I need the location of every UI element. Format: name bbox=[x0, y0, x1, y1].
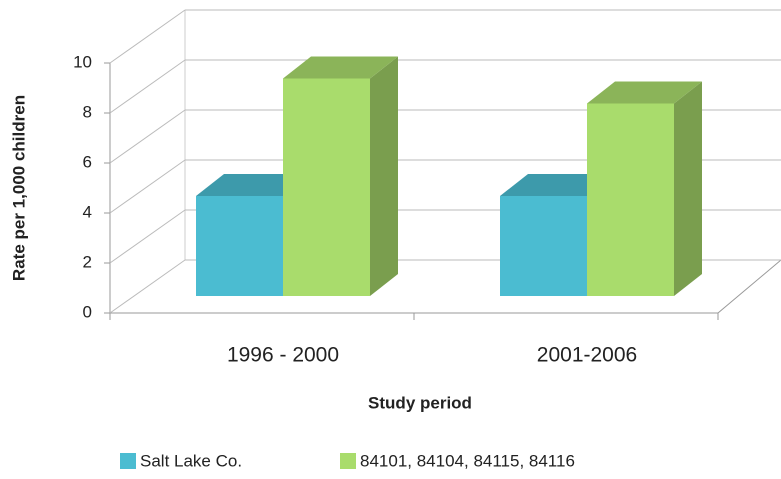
grid-line bbox=[109, 109, 186, 164]
floor-edge bbox=[717, 259, 781, 314]
legend-label: 84101, 84104, 84115, 84116 bbox=[360, 451, 575, 470]
grid-line bbox=[109, 259, 186, 314]
bar bbox=[283, 78, 370, 296]
y-tick-label: 8 bbox=[83, 102, 92, 121]
y-tick-label: 0 bbox=[83, 302, 92, 321]
legend-label: Salt Lake Co. bbox=[140, 451, 242, 470]
y-tick-label: 2 bbox=[83, 252, 92, 271]
x-axis-title: Study period bbox=[368, 393, 472, 412]
bar-top bbox=[587, 81, 702, 104]
bar-side bbox=[370, 56, 398, 296]
grid-line bbox=[109, 59, 186, 114]
bar-side bbox=[674, 81, 702, 296]
y-tick-label: 6 bbox=[83, 152, 92, 171]
legend-swatch bbox=[340, 453, 356, 469]
x-tick-label: 2001-2006 bbox=[537, 344, 637, 367]
bar bbox=[500, 196, 587, 296]
bar bbox=[587, 103, 674, 296]
bar-top bbox=[196, 174, 311, 196]
x-tick-label: 1996 - 2000 bbox=[227, 344, 339, 367]
bar bbox=[196, 196, 283, 296]
bar-top bbox=[500, 174, 615, 196]
legend-swatch bbox=[120, 453, 136, 469]
grid-line bbox=[109, 9, 186, 64]
grid-line bbox=[109, 159, 186, 214]
y-tick-label: 10 bbox=[73, 52, 92, 71]
grid-line bbox=[109, 209, 186, 264]
bar-top bbox=[283, 56, 398, 79]
y-tick-label: 4 bbox=[83, 202, 92, 221]
y-axis-title: Rate per 1,000 children bbox=[9, 95, 28, 281]
